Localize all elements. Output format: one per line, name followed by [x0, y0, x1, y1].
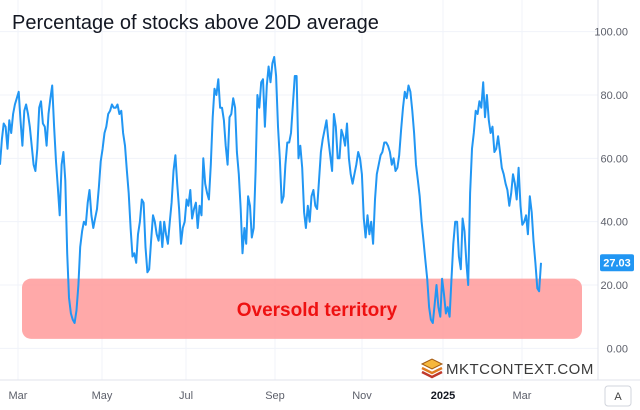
x-tick-label: Mar [513, 390, 532, 402]
auto-scale-button-bg[interactable] [604, 385, 632, 407]
x-tick-label: May [92, 390, 113, 402]
y-tick-label: 40.00 [600, 217, 628, 229]
y-axis: 100.00 80.00 60.00 40.00 20.00 0.00 [594, 27, 628, 356]
last-value-tag-bg [600, 254, 634, 272]
auto-scale-button[interactable]: A [604, 385, 632, 407]
x-axis: Mar May Jul Sep Nov 2025 Mar [9, 390, 532, 402]
x-tick-label: 2025 [431, 390, 455, 402]
oversold-label: Oversold territory [237, 300, 398, 321]
watermark-text: MKTCONTEXT.COM [446, 361, 594, 378]
series-line [0, 56, 542, 324]
y-tick-label: 60.00 [600, 153, 628, 165]
x-tick-label: Nov [352, 390, 372, 402]
x-tick-label: Jul [179, 390, 193, 402]
last-value-tag: 27.03 [600, 254, 634, 272]
x-tick-label: Mar [9, 390, 28, 402]
watermark: MKTCONTEXT.COM [420, 358, 594, 379]
y-tick-label: 80.00 [600, 90, 628, 102]
last-value-label: 27.03 [603, 258, 631, 270]
y-tick-label: 20.00 [600, 280, 628, 292]
y-tick-label: 0.00 [607, 343, 628, 355]
y-tick-label: 100.00 [594, 27, 628, 39]
auto-scale-button-label[interactable]: A [614, 391, 622, 403]
x-tick-label: Sep [265, 390, 285, 402]
series-layer [0, 56, 542, 324]
chart-title: Percentage of stocks above 20D average [12, 12, 379, 34]
logo-icon [420, 358, 444, 379]
